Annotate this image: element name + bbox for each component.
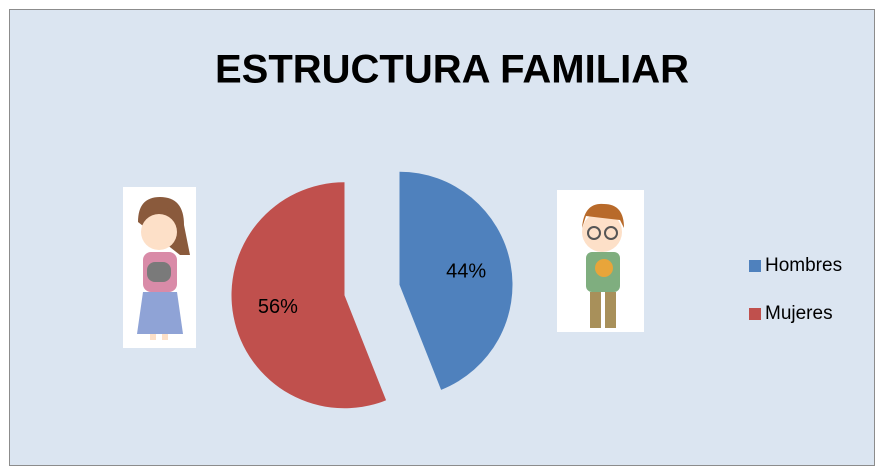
legend-label: Hombres: [765, 255, 842, 276]
data-label: 44%: [446, 260, 486, 282]
data-label: 56%: [258, 296, 298, 318]
boy-illustration: [557, 190, 644, 332]
page: ESTRUCTURA FAMILIAR 44% 56% Hombres Mujeres…: [0, 0, 884, 475]
legend-label: Mujeres: [765, 303, 833, 324]
chart-title: ESTRUCTURA FAMILIAR: [215, 48, 689, 92]
chart: ESTRUCTURA FAMILIAR 44% 56% Hombres Mujeres: [0, 0, 884, 475]
girl-illustration: [123, 187, 196, 348]
legend-swatch: [749, 308, 761, 320]
legend-swatch: [749, 260, 761, 272]
